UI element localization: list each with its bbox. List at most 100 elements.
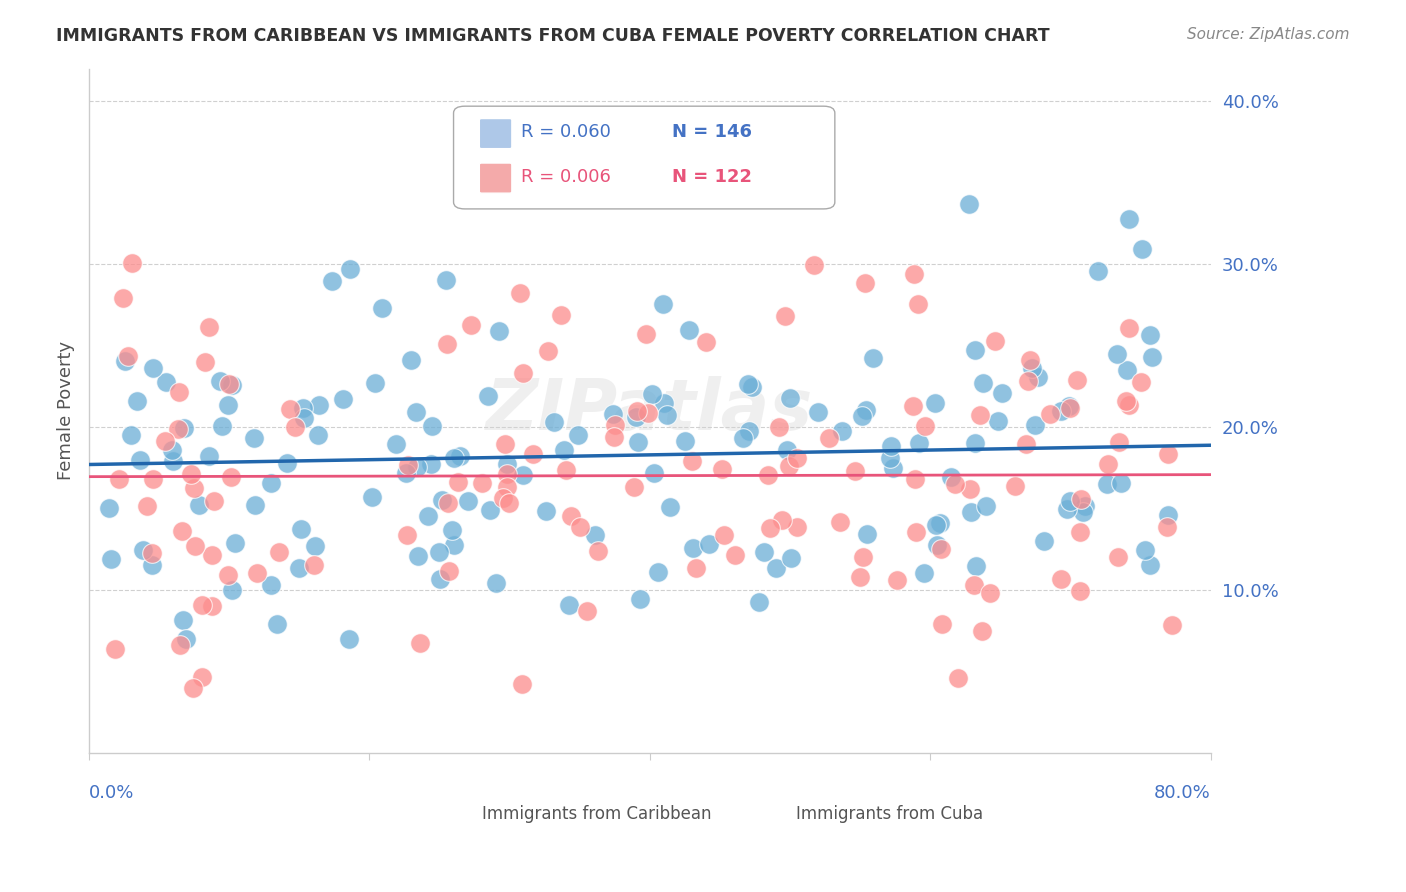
Point <box>1017 375 1039 389</box>
Point <box>924 396 946 410</box>
Point <box>496 480 519 494</box>
Point <box>965 343 987 357</box>
Point <box>555 463 578 477</box>
Point <box>245 498 267 512</box>
Point <box>912 566 935 581</box>
Point <box>242 432 264 446</box>
Point <box>437 564 460 578</box>
Point <box>969 409 991 423</box>
Point <box>1069 583 1091 598</box>
Point <box>914 419 936 434</box>
Point <box>641 387 664 401</box>
Point <box>987 414 1010 428</box>
Point <box>142 361 165 376</box>
Point <box>738 424 761 438</box>
Point <box>855 277 877 291</box>
Text: Immigrants from Cuba: Immigrants from Cuba <box>796 805 983 823</box>
Point <box>290 523 312 537</box>
Point <box>498 496 520 510</box>
Point <box>963 436 986 450</box>
Point <box>457 494 479 508</box>
Point <box>905 524 928 539</box>
Point <box>1097 457 1119 471</box>
Point <box>276 456 298 470</box>
Point <box>939 470 962 484</box>
Point <box>187 499 209 513</box>
Point <box>1109 476 1132 491</box>
Point <box>637 406 659 420</box>
Point <box>1140 350 1163 364</box>
Point <box>197 450 219 464</box>
Point <box>904 472 927 486</box>
Point <box>1056 501 1078 516</box>
Point <box>395 466 418 480</box>
Point <box>434 273 457 287</box>
Point <box>155 434 177 449</box>
Point <box>626 403 648 417</box>
Point <box>1095 476 1118 491</box>
Point <box>929 541 952 556</box>
Point <box>406 460 429 475</box>
Point <box>959 505 981 519</box>
Point <box>111 291 134 305</box>
Point <box>658 500 681 514</box>
Point <box>695 335 717 350</box>
Point <box>291 401 314 415</box>
Point <box>737 377 759 392</box>
Point <box>1139 558 1161 572</box>
Point <box>172 613 194 627</box>
Point <box>628 592 651 607</box>
Point <box>803 258 825 272</box>
Point <box>1049 404 1071 418</box>
Point <box>169 638 191 652</box>
Point <box>731 431 754 445</box>
Point <box>1161 618 1184 632</box>
Point <box>183 539 205 553</box>
Point <box>512 366 534 380</box>
Point <box>623 480 645 494</box>
Point <box>851 409 873 424</box>
Point <box>167 422 190 436</box>
Point <box>1066 373 1088 387</box>
FancyBboxPatch shape <box>759 802 786 827</box>
Point <box>512 468 534 483</box>
Point <box>208 374 231 388</box>
Point <box>405 405 427 419</box>
Text: R = 0.060: R = 0.060 <box>520 123 610 141</box>
Point <box>1116 363 1139 377</box>
Point <box>492 491 515 505</box>
Point <box>711 461 734 475</box>
Point <box>170 524 193 539</box>
Point <box>946 671 969 685</box>
Point <box>211 418 233 433</box>
Point <box>1015 436 1038 450</box>
Point <box>141 558 163 573</box>
Text: N = 122: N = 122 <box>672 168 752 186</box>
Point <box>1057 399 1080 413</box>
Point <box>221 582 243 597</box>
Point <box>576 604 599 618</box>
Point <box>408 549 430 563</box>
Point <box>246 566 269 581</box>
Point <box>773 310 796 324</box>
Point <box>882 461 904 475</box>
Point <box>174 632 197 647</box>
Point <box>1107 550 1129 565</box>
Point <box>1032 533 1054 548</box>
Point <box>494 437 516 451</box>
Point <box>1071 505 1094 519</box>
Point <box>190 598 212 612</box>
Point <box>1139 328 1161 343</box>
Point <box>945 477 967 491</box>
Point <box>361 490 384 504</box>
Point <box>831 424 853 438</box>
Point <box>1069 524 1091 539</box>
FancyBboxPatch shape <box>446 802 472 827</box>
Point <box>447 475 470 489</box>
Point <box>337 632 360 647</box>
Point <box>1024 418 1046 433</box>
Point <box>972 376 994 390</box>
Point <box>107 472 129 486</box>
Text: Source: ZipAtlas.com: Source: ZipAtlas.com <box>1187 27 1350 42</box>
Point <box>886 573 908 587</box>
